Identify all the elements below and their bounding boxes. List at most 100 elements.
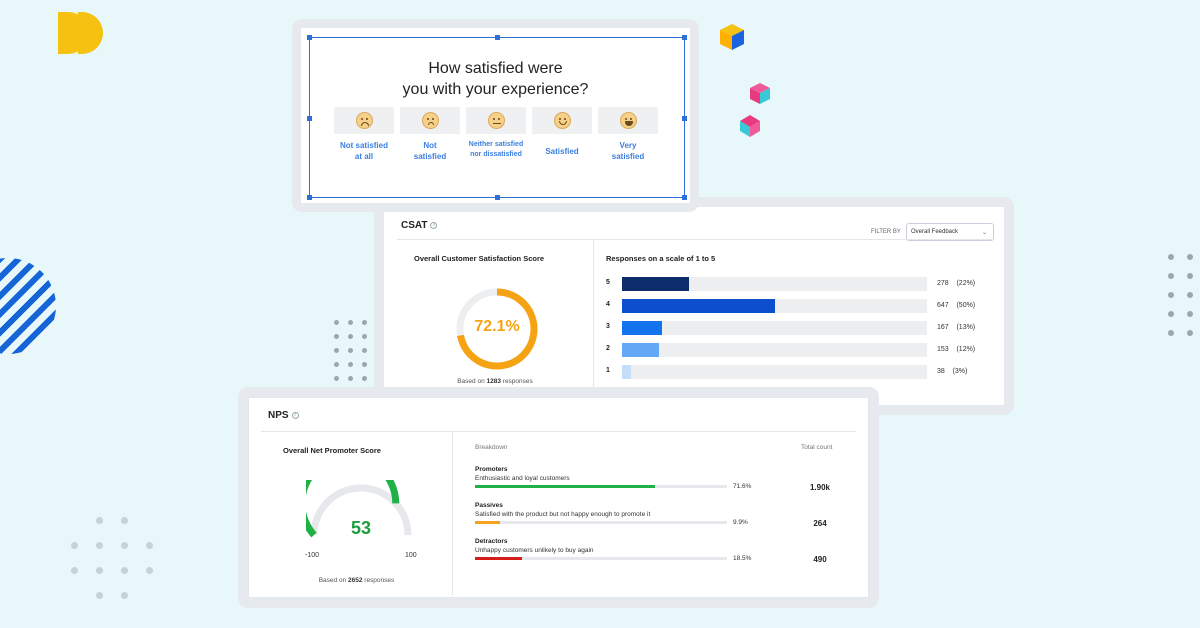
segment-total: 264 xyxy=(813,519,827,528)
segment-bar xyxy=(475,521,500,524)
segment-total: 490 xyxy=(813,555,827,564)
csat-score-title: Overall Customer Satisfaction Score xyxy=(414,254,545,263)
brand-logo-icon xyxy=(58,12,103,54)
segment-name: Promoters xyxy=(475,466,508,473)
bar-track xyxy=(622,365,927,379)
csat-score-value: 72.1% xyxy=(474,318,520,335)
sad-face-icon xyxy=(421,112,439,129)
segment-percent: 71.6% xyxy=(733,483,752,490)
nps-title: NPS? xyxy=(268,410,299,421)
segment-name: Detractors xyxy=(475,538,508,545)
filter-select-value: Overall Feedback xyxy=(911,229,959,235)
rating-count: 647 (50%) xyxy=(937,302,976,309)
bar-track xyxy=(622,343,927,357)
big-smile-face-icon xyxy=(619,112,637,129)
resize-handle[interactable] xyxy=(495,35,500,40)
rating-bar-row: 5 278 (22%) xyxy=(606,277,986,291)
very-sad-face-icon xyxy=(355,112,373,129)
rating-bar xyxy=(622,299,775,313)
chevron-down-icon: ⌄ xyxy=(981,230,987,236)
nps-breakdown-row: Detractors Unhappy customers unlikely to … xyxy=(475,538,845,564)
selection-frame[interactable] xyxy=(307,35,687,200)
rating-label: 3 xyxy=(606,323,610,330)
survey-question: How satisfied were you with your experie… xyxy=(402,60,589,98)
resize-handle[interactable] xyxy=(682,35,687,40)
rating-count: 38 (3%) xyxy=(937,368,968,375)
distribution-title: Responses on a scale of 1 to 5 xyxy=(606,254,716,263)
resize-handle[interactable] xyxy=(307,35,312,40)
nps-breakdown-row: Passives Satisfied with the product but n… xyxy=(475,502,845,528)
segment-description: Unhappy customers unlikely to buy again xyxy=(475,547,594,554)
segment-bar xyxy=(475,557,522,560)
bar-track xyxy=(622,299,927,313)
rating-choices: Not satisfied at all Not satisfied Neither… xyxy=(334,107,658,162)
filter-select[interactable]: Overall Feedback ⌄ xyxy=(906,223,994,241)
rating-bar xyxy=(622,365,632,379)
smile-face-icon xyxy=(553,112,571,129)
csat-title: CSAT? xyxy=(401,220,438,231)
rating-bar xyxy=(622,277,690,291)
rating-choice[interactable]: Very satisfied xyxy=(598,107,658,162)
dot-grid-decoration xyxy=(71,517,153,599)
striped-circle-decoration xyxy=(0,258,56,354)
survey-card: How satisfied were you with your experie… xyxy=(292,19,699,212)
help-icon[interactable]: ? xyxy=(291,411,299,419)
rating-label: 1 xyxy=(606,367,610,374)
segment-bar xyxy=(475,485,656,488)
csat-score-panel: Overall Customer Satisfaction Score 72.1… xyxy=(397,239,594,391)
nps-card: NPS? Overall Net Promoter Score 53 -100 … xyxy=(238,387,879,608)
rating-count: 153 (12%) xyxy=(937,346,976,353)
nps-breakdown-row: Promoters Enthusiastic and loyal customer… xyxy=(475,466,845,492)
total-count-header: Total count xyxy=(801,444,833,451)
rating-choice[interactable]: Not satisfied at all xyxy=(334,107,394,162)
nps-based-on: Based on 2652 responses xyxy=(318,577,395,584)
rating-label: 5 xyxy=(606,279,610,286)
rating-bar-row: 1 38 (3%) xyxy=(606,365,986,379)
segment-bar-track xyxy=(475,521,727,524)
nps-score-panel: Overall Net Promoter Score 53 -100 100 B… xyxy=(261,431,453,595)
resize-handle[interactable] xyxy=(495,195,500,200)
dot-grid-decoration xyxy=(334,320,367,381)
cube-decoration-icon xyxy=(750,83,770,104)
resize-handle[interactable] xyxy=(307,115,312,121)
segment-bar-track xyxy=(475,557,727,560)
nps-score-title: Overall Net Promoter Score xyxy=(283,446,381,455)
segment-description: Enthusiastic and loyal customers xyxy=(475,475,570,482)
resize-handle[interactable] xyxy=(307,195,312,200)
rating-choice[interactable]: Not satisfied xyxy=(400,107,460,162)
rating-label: 4 xyxy=(606,301,610,308)
filter-by-label: FILTER BY xyxy=(871,229,901,235)
neutral-face-icon xyxy=(487,112,505,129)
csat-donut-chart xyxy=(456,288,538,370)
rating-bar xyxy=(622,343,659,357)
rating-bar-row: 2 153 (12%) xyxy=(606,343,986,357)
bar-track xyxy=(622,277,927,291)
csat-based-on: Based on 1283 responses xyxy=(457,378,533,385)
rating-bar xyxy=(622,321,662,335)
gauge-max-label: 100 xyxy=(405,552,417,559)
rating-choice[interactable]: Satisfied xyxy=(532,107,592,162)
resize-handle[interactable] xyxy=(682,115,687,121)
rating-count: 167 (13%) xyxy=(937,324,976,331)
csat-card: CSAT? FILTER BY Overall Feedback ⌄ Overa… xyxy=(374,197,1014,415)
nps-score-value: 53 xyxy=(350,518,372,538)
segment-bar-track xyxy=(475,485,727,488)
segment-percent: 9.9% xyxy=(733,519,748,526)
segment-name: Passives xyxy=(475,502,503,509)
resize-handle[interactable] xyxy=(682,195,687,200)
dot-grid-decoration xyxy=(1168,254,1193,336)
rating-label: 2 xyxy=(606,345,610,352)
rating-choice[interactable]: Neither satisfied nor dissatisfied xyxy=(466,107,526,162)
rating-bar-row: 3 167 (13%) xyxy=(606,321,986,335)
segment-total: 1.90k xyxy=(809,483,831,492)
cube-decoration-icon xyxy=(740,115,760,137)
csat-distribution-panel: Responses on a scale of 1 to 5 5 278 (22%… xyxy=(594,239,994,391)
segment-description: Satisfied with the product but not happy… xyxy=(475,511,651,518)
breakdown-header: Breakdown xyxy=(475,444,508,451)
help-icon[interactable]: ? xyxy=(430,221,438,229)
nps-gauge-chart xyxy=(306,480,412,538)
rating-count: 278 (22%) xyxy=(937,280,976,287)
nps-breakdown-panel: Breakdown Total count Promoters Enthusias… xyxy=(453,431,856,595)
gauge-min-label: -100 xyxy=(305,552,320,559)
segment-percent: 18.5% xyxy=(733,555,752,562)
